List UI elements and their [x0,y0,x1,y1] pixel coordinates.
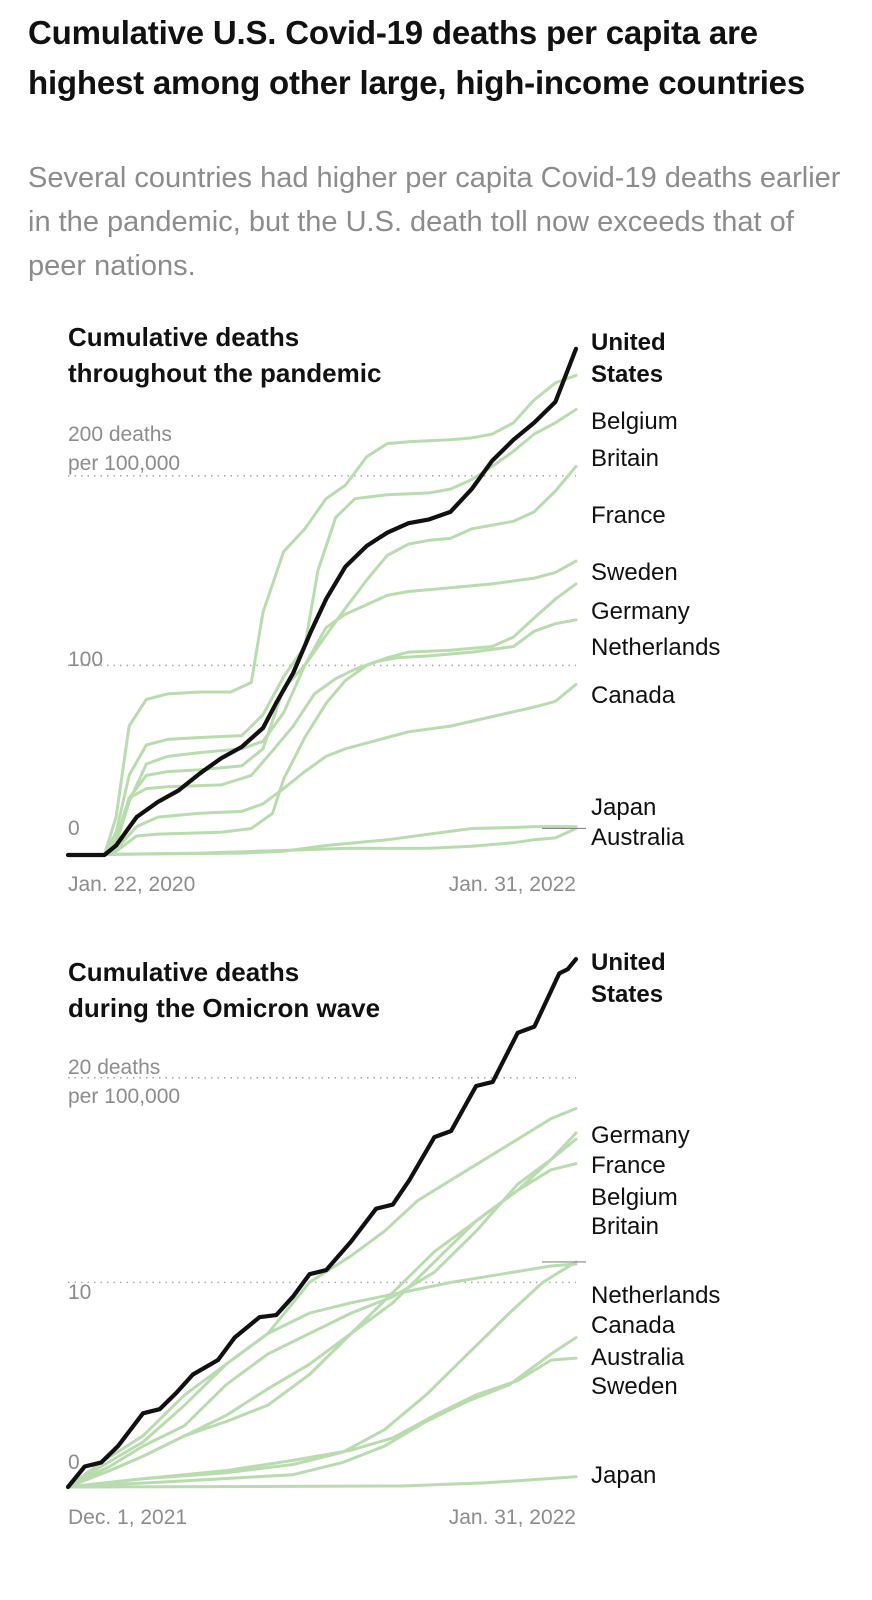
series-labels: United States Belgium Britain France Sweden Ge… [542,329,720,851]
subhead: Several countries had higher per capita … [28,162,841,282]
series-label-canada: Canada [591,682,676,709]
series-label-france: France [591,502,666,529]
series-line-united-states [65,957,579,1490]
chart-title-line: during the Omicron wave [68,993,380,1023]
chart-title-line: Cumulative deaths [68,957,299,987]
series-line-britain [66,408,578,857]
series-label-australia: Australia [591,1344,685,1371]
series-label-united-states: States [591,981,663,1008]
x-axis-labels: Dec. 1, 2021 Jan. 31, 2022 [68,1506,576,1529]
y-tick-label-200: 200 deaths [68,423,172,446]
x-axis-label-start: Jan. 22, 2020 [68,873,195,896]
gridlines [68,475,576,667]
y-tick-labels: 0 100 200 deaths per 100,000 [68,423,180,840]
series-label-britain: Britain [591,445,659,472]
series-line-japan [66,1475,578,1489]
chart-title: Cumulative deaths throughout the pandemic [68,322,381,388]
series-label-netherlands: Netherlands [591,1282,720,1309]
x-axis-label-end: Jan. 31, 2022 [449,1506,576,1529]
y-tick-label-0: 0 [68,1451,80,1474]
series-line-sweden [66,559,578,857]
chart-title-line: throughout the pandemic [68,358,381,388]
series-label-netherlands: Netherlands [591,634,720,661]
y-tick-label-20: per 100,000 [68,1085,180,1108]
chart-title-line: Cumulative deaths [68,322,299,352]
series-line-united-states [65,346,579,858]
series-line-canada [66,1260,578,1489]
series-line-belgium [66,373,578,857]
series-line-germany [66,582,578,857]
series-line-australia [66,1336,578,1489]
y-tick-label-200: per 100,000 [68,452,180,475]
series-label-japan: Japan [591,1462,656,1489]
series-line-belgium [66,1131,578,1489]
y-tick-label-0: 0 [68,817,80,840]
series-label-sweden: Sweden [591,1373,678,1400]
series-label-france: France [591,1152,666,1179]
series-line-japan [66,825,578,857]
series-label-united-states: United [591,329,666,356]
y-tick-label-20: 20 deaths [68,1056,160,1079]
series-line-sweden [66,1356,578,1489]
x-axis-labels: Jan. 22, 2020 Jan. 31, 2022 [68,873,576,896]
gridlines [68,1076,576,1284]
series-line-netherlands [66,618,578,857]
x-axis-label-start: Dec. 1, 2021 [68,1506,187,1529]
series-line-australia [66,827,578,857]
chart-omicron-wave: Cumulative deaths during the Omicron wave… [65,949,720,1529]
series-label-belgium: Belgium [591,408,678,435]
series-line-germany [66,1107,578,1489]
y-tick-label-10: 10 [68,1281,91,1304]
series-label-united-states: United [591,949,666,976]
series-label-britain: Britain [591,1213,659,1240]
series-line-canada [66,682,578,857]
series-lines [65,346,579,858]
series-label-canada: Canada [591,1312,676,1339]
chart-throughout-pandemic: Cumulative deaths throughout the pandemic… [65,322,720,896]
headline: Cumulative U.S. Covid-19 deaths per capi… [28,14,805,101]
series-label-sweden: Sweden [591,559,678,586]
series-lines [65,957,579,1490]
series-label-germany: Germany [591,1122,690,1149]
series-line-france [66,464,578,857]
series-line-britain [66,1162,578,1489]
series-label-belgium: Belgium [591,1184,678,1211]
x-axis-label-end: Jan. 31, 2022 [449,873,576,896]
series-label-australia: Australia [591,824,685,851]
chart-title: Cumulative deaths during the Omicron wave [68,957,380,1023]
y-tick-labels: 0 10 20 deaths per 100,000 [68,1056,180,1474]
series-label-germany: Germany [591,598,690,625]
series-line-netherlands [66,1262,578,1489]
series-label-united-states: States [591,361,663,388]
series-label-japan: Japan [591,794,656,821]
y-tick-label-100: 100 [68,648,103,671]
